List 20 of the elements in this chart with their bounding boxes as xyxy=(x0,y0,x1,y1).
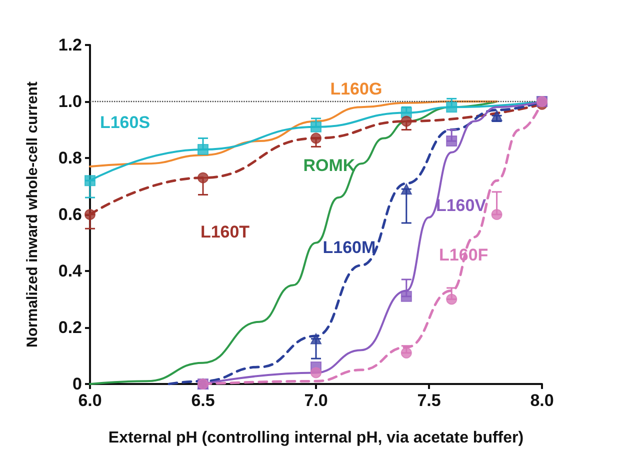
y-tick-label: 0.2 xyxy=(58,318,82,337)
y-tick-label: 0.6 xyxy=(58,205,82,224)
series-label: L160F xyxy=(439,245,488,264)
x-tick-label: 7.0 xyxy=(304,391,328,410)
y-axis-title: Normalized inward whole-cell current xyxy=(24,82,41,348)
y-tick-label: 1.0 xyxy=(58,92,82,111)
series-label: ROMK xyxy=(303,156,356,176)
x-tick-label: 7.5 xyxy=(417,391,441,410)
series-label: L160M xyxy=(322,238,376,257)
x-tick-label: 6.0 xyxy=(78,391,102,410)
y-tick-label: 1.2 xyxy=(58,36,82,54)
series-label: L160G xyxy=(330,80,382,99)
y-tick-label: 0 xyxy=(72,374,82,394)
y-tick-label: 0.4 xyxy=(58,262,83,280)
x-axis-title: External pH (controlling internal pH, via acetate buffer) xyxy=(108,430,524,446)
text: L160T xyxy=(200,222,250,242)
y-tick-label: 0.8 xyxy=(58,148,82,168)
series-label: L160S xyxy=(100,113,150,132)
x-tick-label: 6.5 xyxy=(191,391,215,410)
x-tick-label: 8.0 xyxy=(530,391,554,410)
